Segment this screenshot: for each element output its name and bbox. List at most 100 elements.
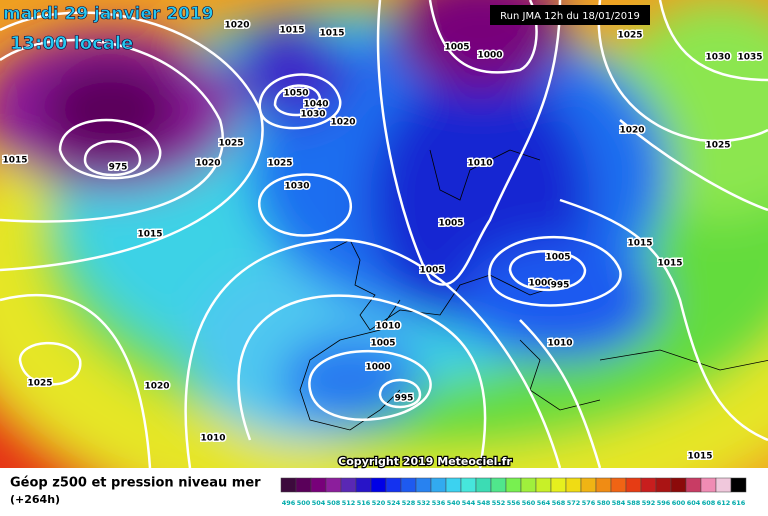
isobar-label: 1025: [267, 159, 292, 169]
isobar-label: 1030: [284, 182, 309, 192]
isobar-label: 1015: [687, 452, 712, 462]
scale-swatch: [295, 477, 312, 493]
scale-label: 548: [477, 499, 491, 507]
isobar-label: 1050: [283, 89, 308, 99]
scale-swatch: [400, 477, 417, 493]
scale-label: 564: [537, 499, 551, 507]
scale-swatch: [505, 477, 522, 493]
scale-label: 588: [627, 499, 641, 507]
isobar-label: 1020: [144, 382, 169, 392]
scale-swatch: [325, 477, 342, 493]
scale-label: 552: [492, 499, 506, 507]
scale-label: 504: [312, 499, 326, 507]
run-label: Run JMA 12h du 18/01/2019: [500, 11, 640, 22]
scale-swatch: [460, 477, 477, 493]
scale-label: 524: [387, 499, 401, 507]
map-time: 13:00 locale: [10, 33, 133, 54]
scale-label: 592: [642, 499, 656, 507]
isobar-label: 1005: [370, 339, 395, 349]
scale-swatch: [520, 477, 537, 493]
scale-swatch: [445, 477, 462, 493]
scale-swatch: [385, 477, 402, 493]
scale-label: 576: [582, 499, 596, 507]
isobar-label: 995: [395, 394, 414, 404]
run-box: [490, 5, 650, 25]
scale-swatch: [640, 477, 657, 493]
isobar-label: 1025: [218, 139, 243, 149]
scale-label: 608: [702, 499, 716, 507]
isobar-label: 1030: [705, 53, 730, 63]
scale-swatch: [535, 477, 552, 493]
copyright: Copyright 2019 Meteociel.fr: [338, 455, 512, 468]
lead-time: (+264h): [10, 493, 60, 506]
isobar-label: 995: [551, 281, 570, 291]
isobar-label: 1035: [737, 53, 762, 63]
isobar-label: 1015: [319, 29, 344, 39]
scale-swatch: [370, 477, 387, 493]
isobar-label: 1030: [300, 110, 325, 120]
scale-swatch: [490, 477, 507, 493]
isobar-label: 1040: [303, 100, 328, 110]
isobar-label: 1010: [200, 434, 225, 444]
isobar-label: 1010: [375, 322, 400, 332]
isobar-label: 1025: [617, 31, 642, 41]
scale-swatch: [280, 477, 297, 493]
isobar-label: 975: [109, 163, 128, 173]
isobar-label: 1005: [545, 253, 570, 263]
scale-label: 572: [567, 499, 581, 507]
isobar-labels: 1020 1015 1015 1005 1000 1025 1030 1035 10501040…: [1, 19, 764, 463]
scale-label: 596: [657, 499, 671, 507]
scale-swatch: [595, 477, 612, 493]
footer-title: Géop z500 et pression niveau mer: [10, 476, 261, 491]
scale-swatch: [430, 477, 447, 493]
scale-label: 520: [372, 499, 386, 507]
scale-swatch: [715, 477, 732, 493]
scale-swatch: [565, 477, 582, 493]
scale-swatch: [670, 477, 687, 493]
scale-swatch: [655, 477, 672, 493]
isobar-label: 1005: [419, 266, 444, 276]
scale-label: 516: [357, 499, 371, 507]
isobar-label: 1000: [477, 51, 502, 61]
color-scale: 496 500 504 508 512 516 520 524 528 532 536 540 544 5…: [280, 477, 747, 507]
isobar-label: 1020: [195, 159, 220, 169]
scale-swatch: [685, 477, 702, 493]
scale-swatch: [355, 477, 372, 493]
scale-label: 604: [687, 499, 701, 507]
isobar-label: 1005: [438, 219, 463, 229]
scale-swatch: [310, 477, 327, 493]
scale-swatch: [730, 477, 747, 493]
scale-swatch: [625, 477, 642, 493]
isobar-label: 1015: [657, 259, 682, 269]
map-date: mardi 29 janvier 2019: [3, 4, 214, 24]
isobar-label: 1010: [467, 159, 492, 169]
scale-label: 568: [552, 499, 566, 507]
isobar-label: 1015: [279, 26, 304, 36]
scale-swatch: [610, 477, 627, 493]
scale-swatch: [475, 477, 492, 493]
scale-swatch: [580, 477, 597, 493]
scale-label: 540: [447, 499, 461, 507]
scale-label: 580: [597, 499, 611, 507]
scale-label: 600: [672, 499, 686, 507]
isobar-label: 1000: [365, 363, 390, 373]
isobar-label: 1025: [27, 379, 52, 389]
scale-swatch: [550, 477, 567, 493]
scale-label: 532: [417, 499, 431, 507]
isobar-label: 1015: [2, 156, 27, 166]
scale-label: 544: [462, 499, 476, 507]
scale-label: 556: [507, 499, 521, 507]
scale-label: 512: [342, 499, 356, 507]
scale-label: 584: [612, 499, 626, 507]
scale-label: 616: [732, 499, 746, 507]
scale-swatch: [340, 477, 357, 493]
scale-label: 500: [297, 499, 311, 507]
isobar-label: 1025: [705, 141, 730, 151]
scale-label: 536: [432, 499, 446, 507]
scale-swatch: [700, 477, 717, 493]
isobar-label: 1020: [619, 126, 644, 136]
isobar-label: 1015: [627, 239, 652, 249]
scale-label: 528: [402, 499, 416, 507]
